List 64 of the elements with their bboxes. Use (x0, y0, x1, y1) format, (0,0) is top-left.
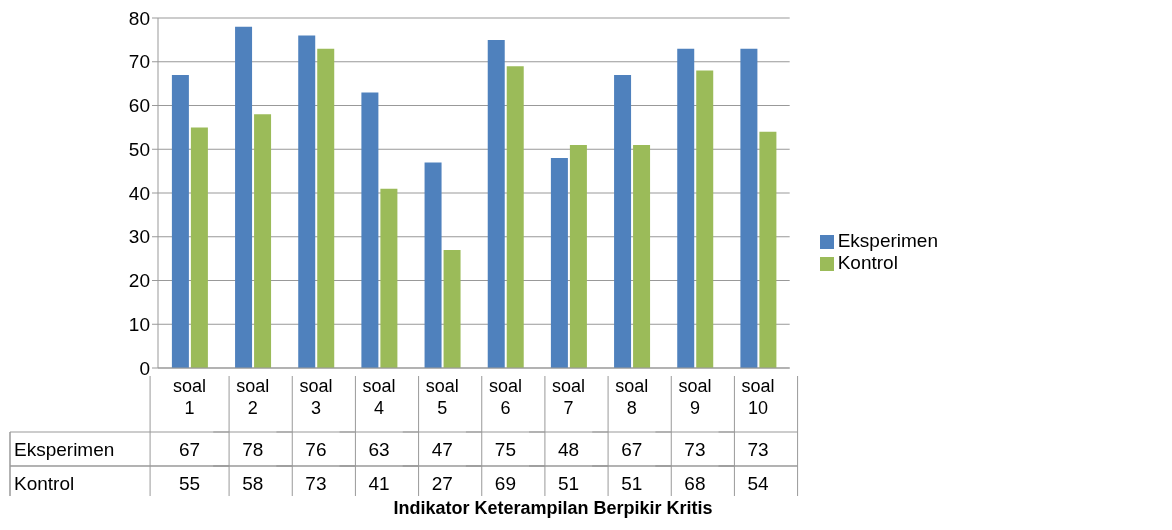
bar (677, 48, 695, 368)
data-label: 41 (368, 473, 390, 494)
data-label: 69 (494, 473, 516, 494)
y-tick-label: 80 (128, 7, 150, 29)
x-tick-label: soal 10 (741, 376, 775, 418)
y-tick-label: 10 (128, 313, 150, 335)
text: Kontrol (14, 473, 75, 494)
bar (361, 92, 379, 368)
data-label: 47 (431, 439, 453, 460)
bar (569, 144, 587, 368)
x-tick-label: soal 8 (615, 376, 649, 418)
y-tick-label: 20 (128, 270, 150, 292)
text: Eksperimen (14, 439, 115, 460)
bar (298, 35, 316, 368)
x-tick-label: soal 5 (425, 376, 459, 418)
bar (380, 188, 398, 368)
bar (235, 26, 253, 368)
data-label: 73 (747, 439, 769, 460)
y-tick-label: 30 (128, 226, 150, 248)
legend-label: Eksperimen (837, 230, 938, 251)
bar (443, 249, 461, 368)
data-label: 54 (747, 473, 770, 494)
bar (696, 70, 714, 368)
legend-label: Kontrol (837, 252, 898, 273)
data-label: 78 (242, 439, 264, 460)
x-tick-label: soal 3 (299, 376, 333, 418)
x-tick-label: soal 4 (362, 376, 396, 418)
data-label: 27 (431, 473, 453, 494)
y-tick-label: 60 (128, 95, 150, 117)
bar (506, 66, 524, 368)
data-label: 58 (242, 473, 264, 494)
bar (424, 162, 442, 368)
y-tick-label: 50 (128, 138, 150, 160)
data-label: 67 (621, 439, 643, 460)
bar (190, 127, 208, 368)
bar (254, 114, 272, 368)
bar (550, 158, 568, 368)
x-tick-label: soal 1 (173, 376, 207, 418)
x-tick-label: soal 9 (678, 376, 712, 418)
data-label: 51 (621, 473, 643, 494)
bar (633, 144, 651, 368)
bar (759, 131, 777, 368)
bar (614, 74, 632, 368)
bar (487, 39, 505, 368)
data-label: 73 (305, 473, 327, 494)
y-tick-label: 40 (128, 182, 150, 204)
bar (317, 48, 335, 368)
y-tick-label: 70 (128, 51, 150, 73)
data-label: 76 (305, 439, 327, 460)
data-label: 68 (684, 473, 706, 494)
x-tick-label: soal 7 (552, 376, 586, 418)
data-label: 48 (558, 439, 580, 460)
data-label: 55 (179, 473, 201, 494)
bar (171, 74, 189, 368)
data-label: 51 (558, 473, 580, 494)
x-tick-label: soal 6 (488, 376, 522, 418)
x-tick-label: soal 2 (236, 376, 270, 418)
data-label: 63 (368, 439, 390, 460)
data-label: 75 (494, 439, 516, 460)
data-label: 73 (684, 439, 706, 460)
data-label: 67 (179, 439, 201, 460)
x-axis-title: Indikator Keterampilan Berpikir Kritis (392, 498, 714, 519)
y-tick-label: 0 (139, 357, 150, 379)
bar (740, 48, 758, 368)
